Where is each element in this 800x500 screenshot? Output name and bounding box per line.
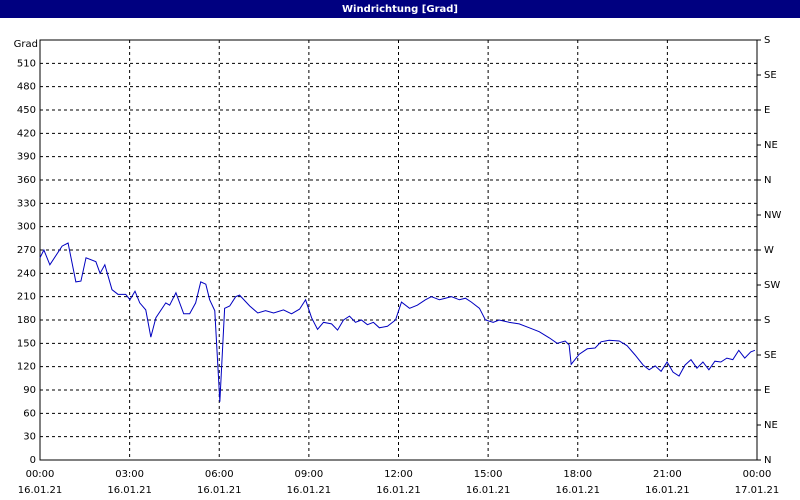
y-tick-label: 0 [30,455,36,466]
y2-tick-label: W [764,245,774,256]
y2-tick-label: S [764,35,770,46]
y2-tick-label: N [764,455,771,466]
y2-tick-label: SE [764,70,777,81]
x-tick-label: 06:00 [205,469,234,480]
title-bar [0,0,800,18]
x-tick-date: 16.01.21 [107,485,152,496]
y-tick-label: 240 [17,268,36,279]
y2-tick-label: NW [764,210,781,221]
y-tick-label: 450 [17,105,36,116]
x-tick-date: 16.01.21 [287,485,332,496]
x-tick-label: 00:00 [743,469,772,480]
y-tick-label: 390 [17,152,36,163]
y-tick-label: 120 [17,362,36,373]
x-tick-date: 16.01.21 [197,485,242,496]
y-tick-label: 510 [17,58,36,69]
x-tick-label: 12:00 [384,469,413,480]
x-tick-date: 17.01.21 [735,485,780,496]
y-tick-label: 60 [23,408,36,419]
y-tick-label: 330 [17,198,36,209]
x-tick-date: 16.01.21 [645,485,690,496]
x-tick-label: 09:00 [294,469,323,480]
y2-tick-label: NE [764,140,778,151]
y2-tick-label: E [764,385,770,396]
x-tick-date: 16.01.21 [466,485,511,496]
y-tick-label: 420 [17,128,36,139]
x-tick-date: 16.01.21 [376,485,421,496]
y-tick-label: 360 [17,175,36,186]
x-tick-label: 00:00 [26,469,55,480]
y-tick-label: 300 [17,222,36,233]
x-tick-label: 15:00 [474,469,503,480]
y-tick-label: 150 [17,338,36,349]
y-tick-label: 210 [17,292,36,303]
y-tick-label: 270 [17,245,36,256]
y2-tick-label: E [764,105,770,116]
x-tick-label: 18:00 [563,469,592,480]
x-tick-label: 03:00 [115,469,144,480]
y-tick-label: 30 [23,432,36,443]
y2-tick-label: SE [764,350,777,361]
x-tick-date: 16.01.21 [555,485,600,496]
y2-tick-label: SW [764,280,780,291]
y-tick-label: 180 [17,315,36,326]
y-tick-label: 480 [17,82,36,93]
y2-tick-label: NE [764,420,778,431]
chart-title: Windrichtung [Grad] [342,4,458,15]
y2-tick-label: S [764,315,770,326]
x-tick-label: 21:00 [653,469,682,480]
x-tick-date: 16.01.21 [18,485,63,496]
data-line [39,242,756,402]
y-axis-label: Grad [14,39,38,50]
plot-frame [39,39,758,461]
y-tick-label: 90 [23,385,36,396]
y2-tick-label: N [764,175,771,186]
